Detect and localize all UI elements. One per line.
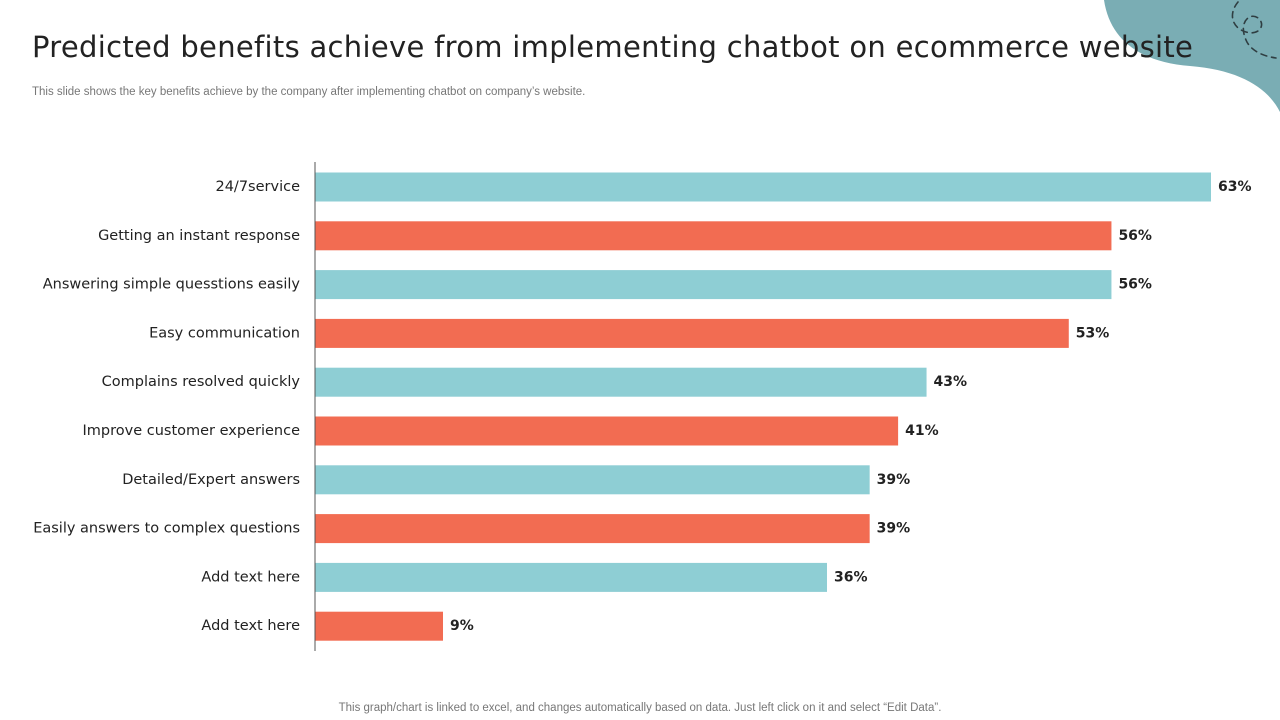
footer-note: This graph/chart is linked to excel, and…	[338, 702, 942, 714]
category-label-3: Answering simple quesstions easily	[43, 277, 301, 293]
value-label-3: 56%	[1118, 277, 1152, 293]
category-label-7: Detailed/Expert answers	[122, 472, 300, 488]
bars-group: 24/7service 63% Getting an instant respons…	[33, 172, 1252, 641]
category-label-10: Add text here	[201, 618, 300, 634]
category-label-1: 24/7service	[215, 179, 300, 195]
bar-10	[315, 611, 443, 641]
category-label-8: Easily answers to complex questions	[33, 521, 300, 537]
value-label-8: 39%	[877, 521, 911, 537]
bar-3	[315, 270, 1112, 300]
category-label-2: Getting an instant response	[98, 228, 300, 244]
category-label-9: Add text here	[201, 569, 300, 585]
bar-7	[315, 465, 870, 495]
bar-4	[315, 318, 1069, 348]
bar-5	[315, 367, 927, 397]
page-subtitle: This slide shows the key benefits achiev…	[32, 86, 586, 98]
bar-1	[315, 172, 1211, 202]
bar-8	[315, 514, 870, 544]
page-title: Predicted benefits achieve from implemen…	[32, 30, 1194, 64]
value-label-4: 53%	[1076, 325, 1110, 341]
bar-6	[315, 416, 899, 446]
bar-2	[315, 221, 1112, 251]
category-label-4: Easy communication	[149, 325, 300, 341]
value-label-9: 36%	[834, 569, 868, 585]
value-label-6: 41%	[905, 423, 939, 439]
dashed-swirl-icon	[1231, 1, 1277, 59]
bar-9	[315, 562, 827, 592]
value-label-10: 9%	[450, 618, 474, 634]
corner-decoration	[1104, 0, 1280, 112]
value-label-1: 63%	[1218, 179, 1252, 195]
category-label-5: Complains resolved quickly	[102, 374, 301, 390]
category-label-6: Improve customer experience	[83, 423, 301, 439]
value-label-5: 43%	[934, 374, 968, 390]
corner-blob	[1104, 0, 1280, 112]
value-label-2: 56%	[1118, 228, 1152, 244]
value-label-7: 39%	[877, 472, 911, 488]
